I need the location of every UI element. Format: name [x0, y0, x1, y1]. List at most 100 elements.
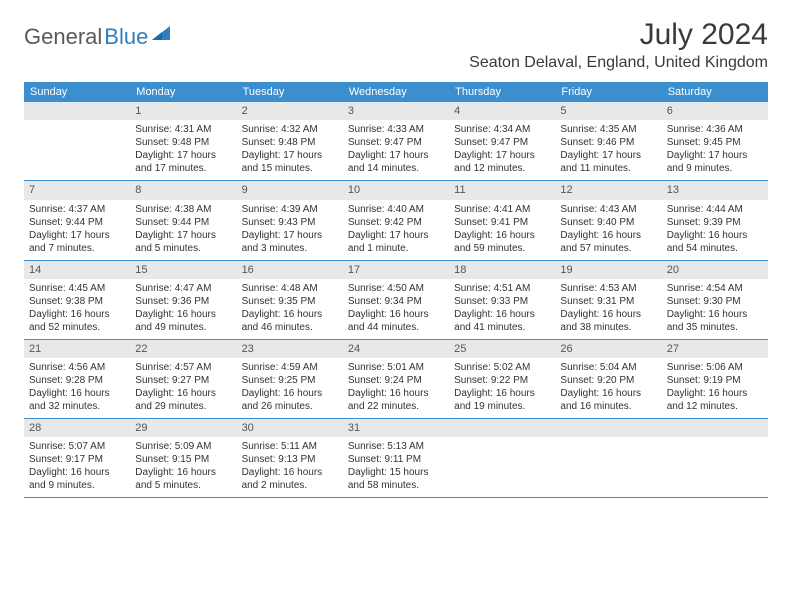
sunset-text: Sunset: 9:39 PM: [667, 216, 763, 229]
calendar-cell: 31Sunrise: 5:13 AMSunset: 9:11 PMDayligh…: [343, 419, 449, 497]
day-number: 9: [237, 181, 343, 199]
day-header: Tuesday: [237, 82, 343, 102]
daylight-text: Daylight: 16 hours and 26 minutes.: [242, 387, 338, 413]
sunrise-text: Sunrise: 4:32 AM: [242, 123, 338, 136]
sunset-text: Sunset: 9:17 PM: [29, 453, 125, 466]
daylight-text: Daylight: 17 hours and 11 minutes.: [560, 149, 656, 175]
calendar-week: 21Sunrise: 4:56 AMSunset: 9:28 PMDayligh…: [24, 340, 768, 419]
calendar-cell: 9Sunrise: 4:39 AMSunset: 9:43 PMDaylight…: [237, 181, 343, 259]
day-number: 11: [449, 181, 555, 199]
sunrise-text: Sunrise: 4:43 AM: [560, 203, 656, 216]
sunset-text: Sunset: 9:48 PM: [135, 136, 231, 149]
calendar-week: 1Sunrise: 4:31 AMSunset: 9:48 PMDaylight…: [24, 102, 768, 181]
calendar: SundayMondayTuesdayWednesdayThursdayFrid…: [24, 82, 768, 498]
day-number: 18: [449, 261, 555, 279]
daylight-text: Daylight: 16 hours and 38 minutes.: [560, 308, 656, 334]
day-details: Sunrise: 5:02 AMSunset: 9:22 PMDaylight:…: [449, 358, 555, 418]
day-details: Sunrise: 4:45 AMSunset: 9:38 PMDaylight:…: [24, 279, 130, 339]
calendar-cell: 4Sunrise: 4:34 AMSunset: 9:47 PMDaylight…: [449, 102, 555, 180]
sunrise-text: Sunrise: 4:33 AM: [348, 123, 444, 136]
calendar-cell: 28Sunrise: 5:07 AMSunset: 9:17 PMDayligh…: [24, 419, 130, 497]
day-details: Sunrise: 5:04 AMSunset: 9:20 PMDaylight:…: [555, 358, 661, 418]
day-details: Sunrise: 4:56 AMSunset: 9:28 PMDaylight:…: [24, 358, 130, 418]
sunrise-text: Sunrise: 4:34 AM: [454, 123, 550, 136]
sunrise-text: Sunrise: 4:54 AM: [667, 282, 763, 295]
sunrise-text: Sunrise: 5:13 AM: [348, 440, 444, 453]
daylight-text: Daylight: 17 hours and 1 minute.: [348, 229, 444, 255]
day-details: Sunrise: 4:57 AMSunset: 9:27 PMDaylight:…: [130, 358, 236, 418]
sunset-text: Sunset: 9:40 PM: [560, 216, 656, 229]
day-number: 17: [343, 261, 449, 279]
daylight-text: Daylight: 16 hours and 59 minutes.: [454, 229, 550, 255]
sunrise-text: Sunrise: 4:57 AM: [135, 361, 231, 374]
daylight-text: Daylight: 16 hours and 44 minutes.: [348, 308, 444, 334]
day-details: Sunrise: 4:47 AMSunset: 9:36 PMDaylight:…: [130, 279, 236, 339]
day-header: Thursday: [449, 82, 555, 102]
sunrise-text: Sunrise: 4:44 AM: [667, 203, 763, 216]
calendar-cell: 15Sunrise: 4:47 AMSunset: 9:36 PMDayligh…: [130, 261, 236, 339]
calendar-cell: 22Sunrise: 4:57 AMSunset: 9:27 PMDayligh…: [130, 340, 236, 418]
sunrise-text: Sunrise: 4:56 AM: [29, 361, 125, 374]
calendar-cell: [449, 419, 555, 497]
day-details: Sunrise: 4:37 AMSunset: 9:44 PMDaylight:…: [24, 200, 130, 260]
sunset-text: Sunset: 9:25 PM: [242, 374, 338, 387]
day-details: Sunrise: 5:13 AMSunset: 9:11 PMDaylight:…: [343, 437, 449, 497]
header: GeneralBlue July 2024 Seaton Delaval, En…: [24, 18, 768, 72]
sunset-text: Sunset: 9:27 PM: [135, 374, 231, 387]
calendar-cell: 1Sunrise: 4:31 AMSunset: 9:48 PMDaylight…: [130, 102, 236, 180]
day-details: Sunrise: 4:40 AMSunset: 9:42 PMDaylight:…: [343, 200, 449, 260]
day-number: 14: [24, 261, 130, 279]
calendar-cell: 17Sunrise: 4:50 AMSunset: 9:34 PMDayligh…: [343, 261, 449, 339]
day-number: 27: [662, 340, 768, 358]
calendar-cell: 3Sunrise: 4:33 AMSunset: 9:47 PMDaylight…: [343, 102, 449, 180]
calendar-cell: 16Sunrise: 4:48 AMSunset: 9:35 PMDayligh…: [237, 261, 343, 339]
day-details: Sunrise: 5:11 AMSunset: 9:13 PMDaylight:…: [237, 437, 343, 497]
day-number: 29: [130, 419, 236, 437]
day-header: Wednesday: [343, 82, 449, 102]
calendar-body: 1Sunrise: 4:31 AMSunset: 9:48 PMDaylight…: [24, 102, 768, 498]
sunset-text: Sunset: 9:36 PM: [135, 295, 231, 308]
calendar-cell: 27Sunrise: 5:06 AMSunset: 9:19 PMDayligh…: [662, 340, 768, 418]
daylight-text: Daylight: 16 hours and 32 minutes.: [29, 387, 125, 413]
sunrise-text: Sunrise: 5:01 AM: [348, 361, 444, 374]
sunset-text: Sunset: 9:19 PM: [667, 374, 763, 387]
day-details: Sunrise: 5:06 AMSunset: 9:19 PMDaylight:…: [662, 358, 768, 418]
daylight-text: Daylight: 16 hours and 57 minutes.: [560, 229, 656, 255]
day-number: 24: [343, 340, 449, 358]
sunset-text: Sunset: 9:43 PM: [242, 216, 338, 229]
calendar-cell: 26Sunrise: 5:04 AMSunset: 9:20 PMDayligh…: [555, 340, 661, 418]
sunrise-text: Sunrise: 5:06 AM: [667, 361, 763, 374]
daylight-text: Daylight: 16 hours and 16 minutes.: [560, 387, 656, 413]
day-number: 31: [343, 419, 449, 437]
sunrise-text: Sunrise: 4:53 AM: [560, 282, 656, 295]
logo-main: General: [24, 24, 102, 50]
calendar-cell: 29Sunrise: 5:09 AMSunset: 9:15 PMDayligh…: [130, 419, 236, 497]
sunset-text: Sunset: 9:46 PM: [560, 136, 656, 149]
daylight-text: Daylight: 16 hours and 29 minutes.: [135, 387, 231, 413]
sunset-text: Sunset: 9:30 PM: [667, 295, 763, 308]
calendar-cell: 25Sunrise: 5:02 AMSunset: 9:22 PMDayligh…: [449, 340, 555, 418]
calendar-cell: 20Sunrise: 4:54 AMSunset: 9:30 PMDayligh…: [662, 261, 768, 339]
calendar-cell: 10Sunrise: 4:40 AMSunset: 9:42 PMDayligh…: [343, 181, 449, 259]
sunset-text: Sunset: 9:34 PM: [348, 295, 444, 308]
calendar-week: 14Sunrise: 4:45 AMSunset: 9:38 PMDayligh…: [24, 261, 768, 340]
daylight-text: Daylight: 16 hours and 19 minutes.: [454, 387, 550, 413]
day-details: Sunrise: 4:33 AMSunset: 9:47 PMDaylight:…: [343, 120, 449, 180]
daylight-text: Daylight: 17 hours and 3 minutes.: [242, 229, 338, 255]
day-details: Sunrise: 4:59 AMSunset: 9:25 PMDaylight:…: [237, 358, 343, 418]
day-number: 19: [555, 261, 661, 279]
calendar-week: 28Sunrise: 5:07 AMSunset: 9:17 PMDayligh…: [24, 419, 768, 498]
day-number: 13: [662, 181, 768, 199]
calendar-cell: 2Sunrise: 4:32 AMSunset: 9:48 PMDaylight…: [237, 102, 343, 180]
calendar-cell: [662, 419, 768, 497]
sunset-text: Sunset: 9:44 PM: [29, 216, 125, 229]
sunrise-text: Sunrise: 5:07 AM: [29, 440, 125, 453]
day-number: [24, 102, 130, 120]
day-details: Sunrise: 4:50 AMSunset: 9:34 PMDaylight:…: [343, 279, 449, 339]
calendar-cell: 7Sunrise: 4:37 AMSunset: 9:44 PMDaylight…: [24, 181, 130, 259]
day-number: 30: [237, 419, 343, 437]
day-details: Sunrise: 4:41 AMSunset: 9:41 PMDaylight:…: [449, 200, 555, 260]
daylight-text: Daylight: 16 hours and 54 minutes.: [667, 229, 763, 255]
day-details: Sunrise: 4:36 AMSunset: 9:45 PMDaylight:…: [662, 120, 768, 180]
day-number: 15: [130, 261, 236, 279]
